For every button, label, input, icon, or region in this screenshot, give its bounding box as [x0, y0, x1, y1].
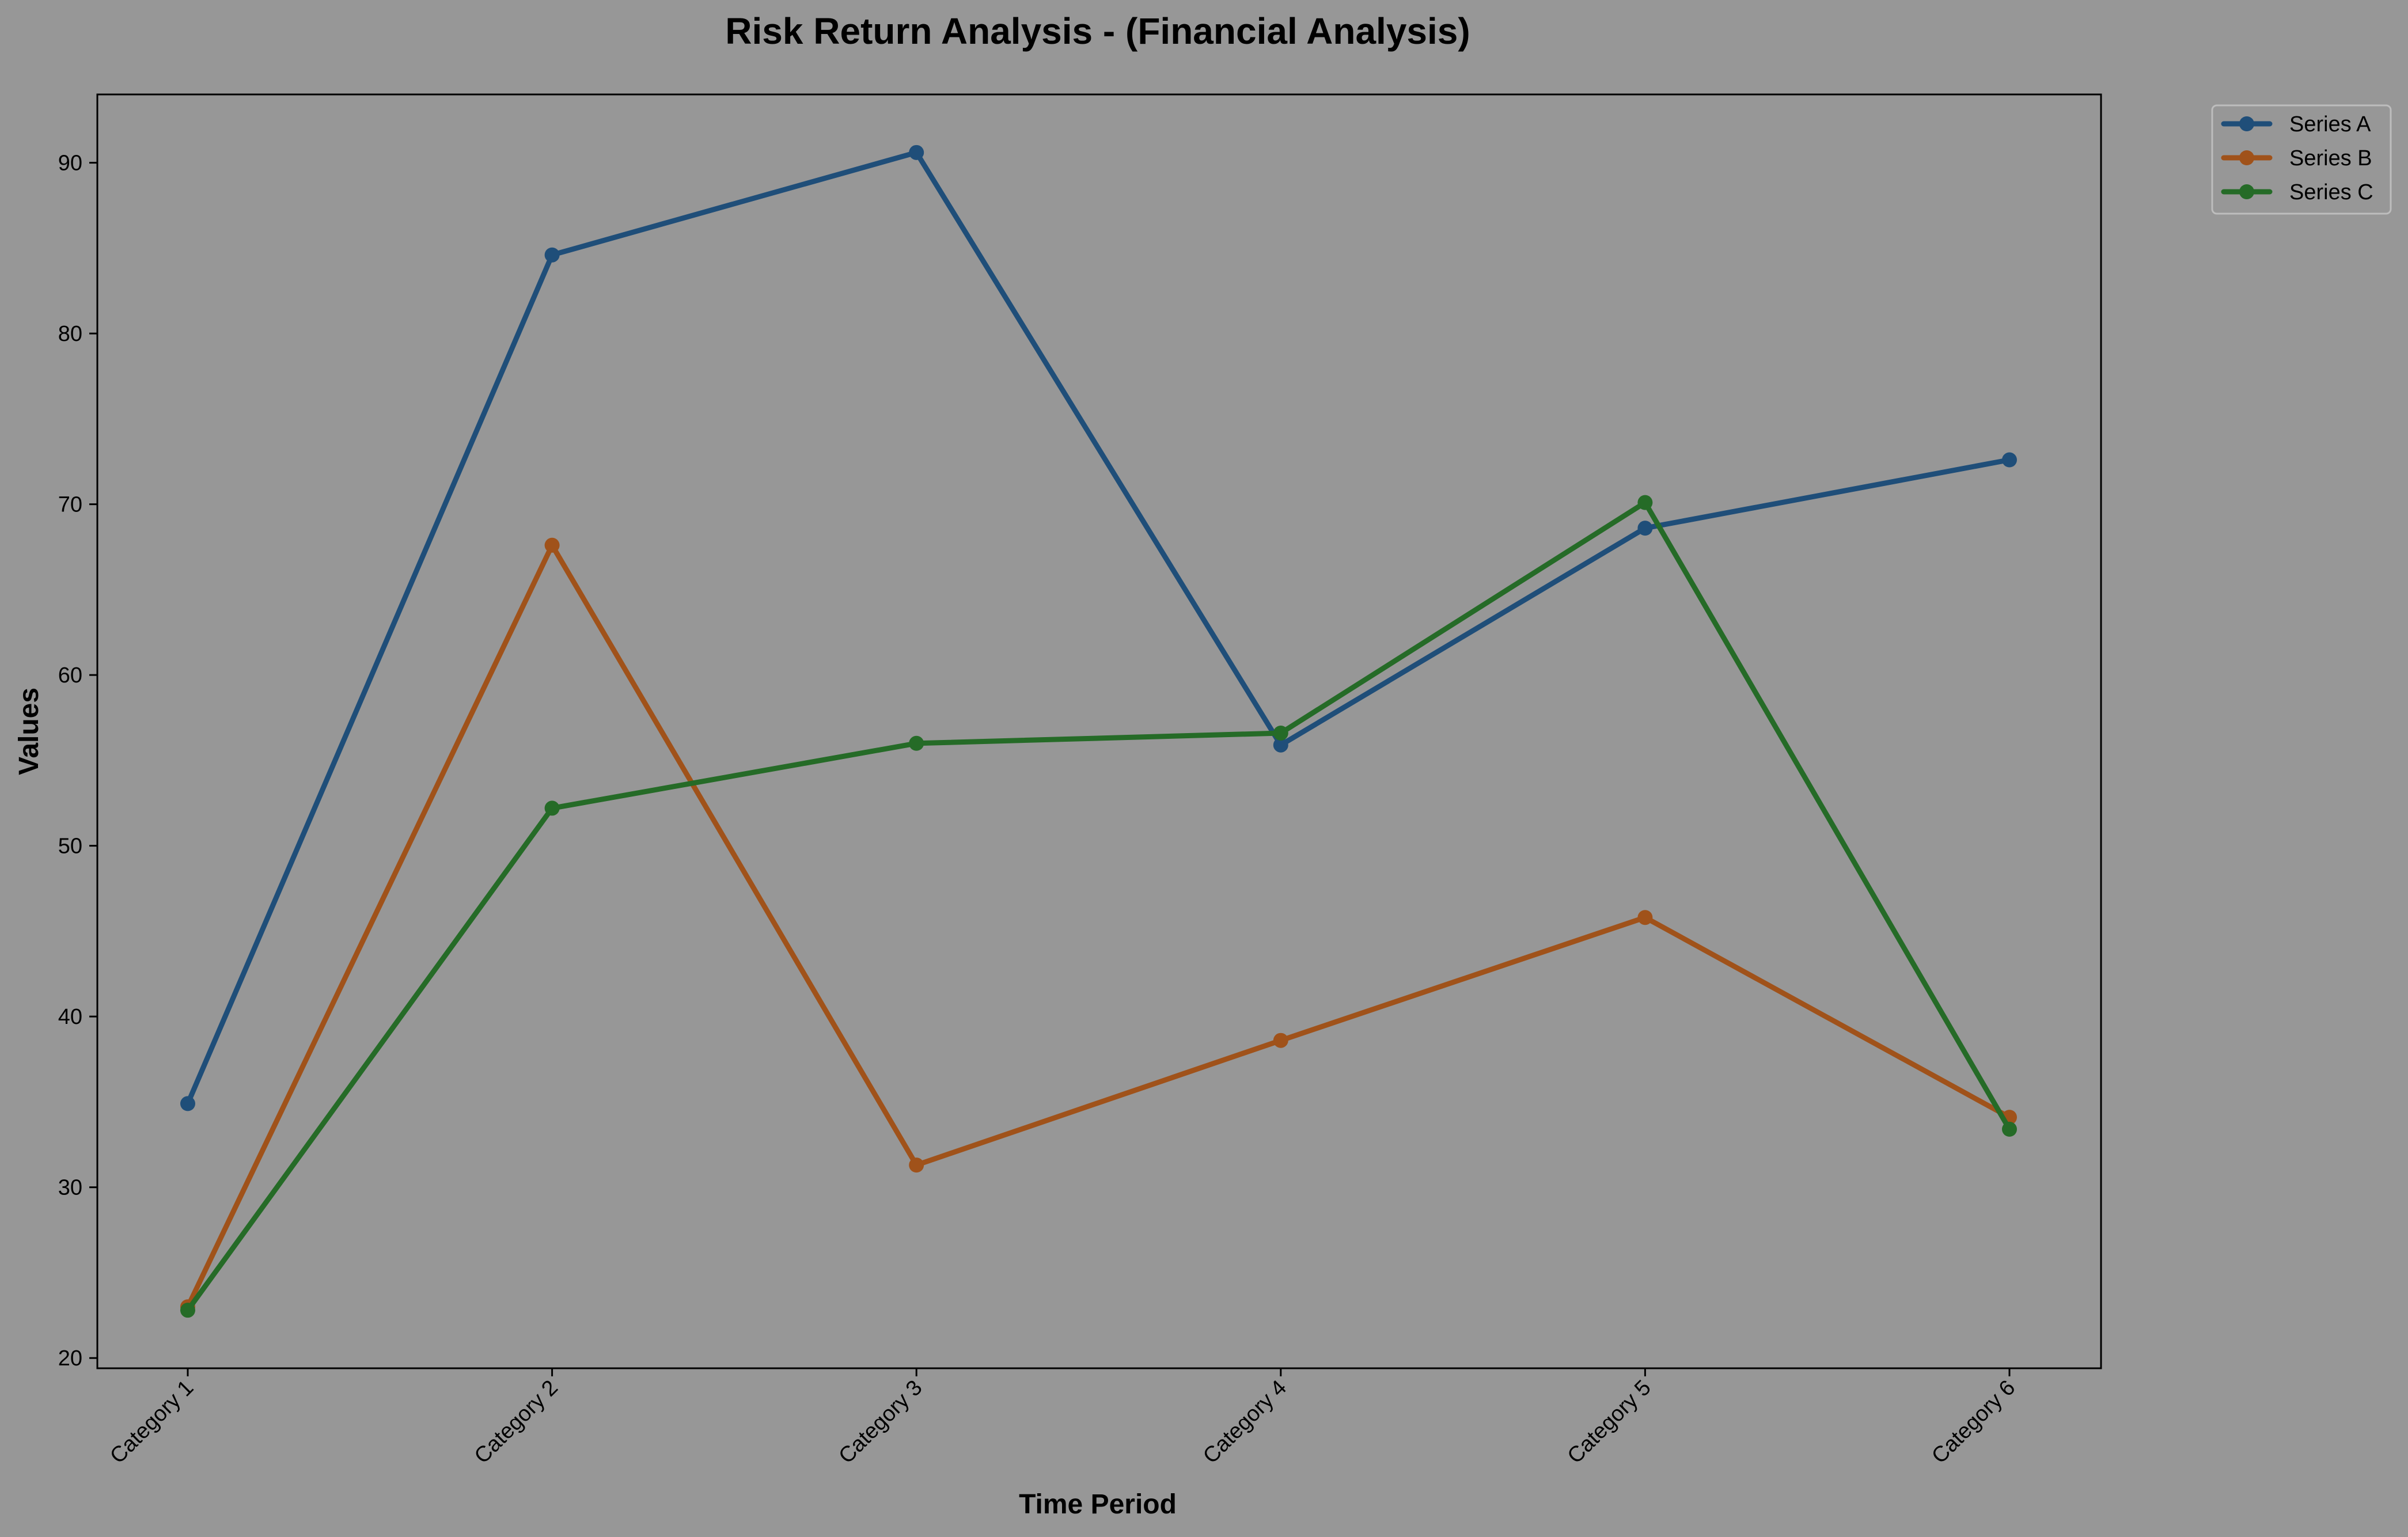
x-tick-label: Category 6 — [1927, 1376, 2020, 1468]
legend-label: Series C — [2289, 180, 2373, 204]
data-point — [180, 1303, 195, 1318]
x-tick-label: Category 2 — [470, 1376, 563, 1468]
legend-label: Series A — [2289, 112, 2371, 136]
data-point — [544, 800, 560, 816]
y-tick-label: 30 — [58, 1176, 82, 1200]
legend-box — [2211, 104, 2392, 215]
series-line — [185, 542, 2012, 1310]
y-axis-label: Values — [14, 688, 44, 775]
legend-marker — [2239, 116, 2254, 131]
y-tick-label: 40 — [58, 1005, 82, 1029]
x-tick-label: Category 1 — [105, 1376, 198, 1468]
legend-item: Series C — [2221, 180, 2373, 204]
plot-area — [96, 93, 2102, 1369]
series-line — [185, 150, 2012, 1106]
legend-item: Series B — [2221, 146, 2372, 170]
x-axis-ticks: Category 1 Category 2 Category 3 Category 4… — [105, 1368, 2020, 1468]
chart-title: Risk Return Analysis - (Financial Analys… — [725, 10, 1470, 52]
legend-marker — [2239, 150, 2254, 165]
data-point — [909, 145, 924, 160]
x-tick-label: Category 5 — [1563, 1376, 1656, 1468]
data-point — [1637, 495, 1653, 510]
series-line — [185, 500, 2012, 1313]
series-1 — [180, 145, 2017, 1111]
x-axis-label: Time Period — [1019, 1489, 1177, 1520]
legend-marker — [2239, 184, 2254, 199]
series-3 — [180, 495, 2017, 1318]
data-point — [909, 1158, 924, 1173]
x-tick-label: Category 4 — [1199, 1376, 1291, 1468]
y-tick-label: 20 — [58, 1346, 82, 1371]
data-point — [544, 247, 560, 263]
data-point — [1637, 910, 1653, 925]
data-point — [544, 537, 560, 553]
data-point — [1637, 521, 1653, 536]
y-tick-label: 60 — [58, 663, 82, 688]
y-tick-label: 50 — [58, 834, 82, 859]
y-axis-ticks: 20 30 40 50 60 70 80 90 — [58, 151, 97, 1371]
data-point — [1273, 737, 1288, 753]
data-point — [1273, 725, 1288, 741]
legend: Series A Series B Series C — [2211, 104, 2392, 215]
y-tick-label: 70 — [58, 493, 82, 517]
data-point — [2002, 452, 2017, 468]
data-point — [2002, 1121, 2017, 1137]
x-tick-label: Category 3 — [834, 1376, 927, 1468]
y-tick-label: 90 — [58, 151, 82, 176]
legend-label: Series B — [2289, 146, 2372, 170]
data-point — [1273, 1033, 1288, 1048]
y-tick-label: 80 — [58, 322, 82, 346]
data-point — [180, 1096, 195, 1111]
data-point — [909, 735, 924, 751]
series-layer — [180, 145, 2017, 1318]
legend-item: Series A — [2221, 112, 2371, 136]
